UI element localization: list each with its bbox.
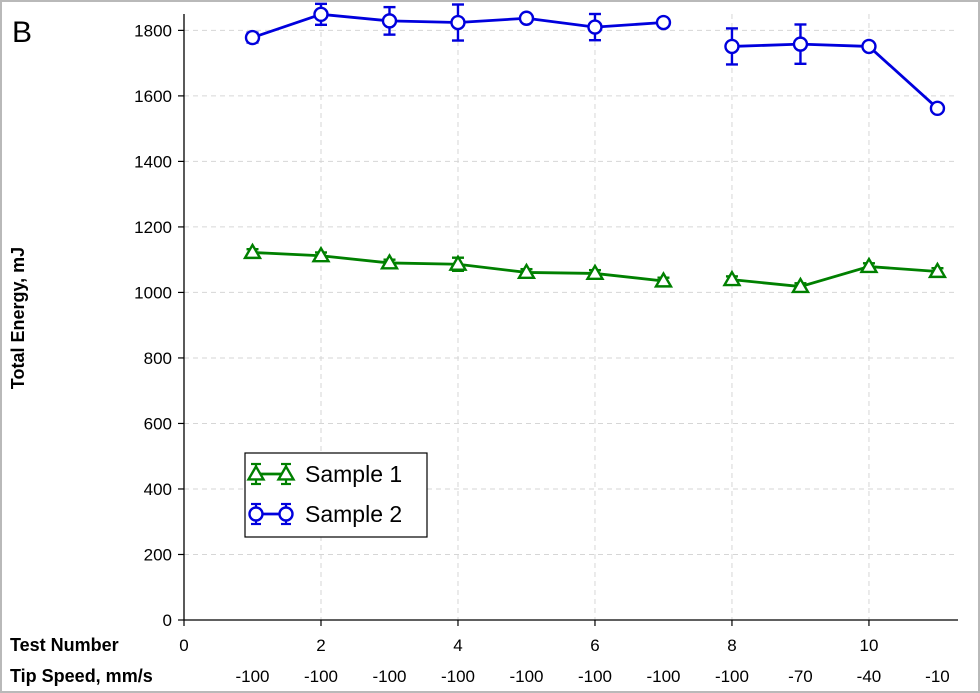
y-tick-label: 0 xyxy=(163,611,172,630)
data-point xyxy=(792,36,809,52)
y-tick-label: 1400 xyxy=(134,152,172,171)
legend-marker xyxy=(246,464,266,481)
panel-label: B xyxy=(12,16,32,49)
data-point xyxy=(313,6,329,23)
tip-speed-label: -100 xyxy=(304,667,338,686)
x-tick-label: 8 xyxy=(727,636,736,655)
data-point xyxy=(516,262,537,280)
x-axis-title-tip-speed: Tip Speed, mm/s xyxy=(10,666,153,686)
tick-labels: 0 200 400 600 800 1000 1200 1400 1600 1800 0 2 4 6 8 10… xyxy=(134,21,950,686)
series-2 xyxy=(244,2,946,117)
data-point xyxy=(722,269,742,287)
data-point xyxy=(450,14,466,31)
y-tick-label: 400 xyxy=(144,480,172,499)
series-line xyxy=(731,265,938,288)
tip-speed-label: -100 xyxy=(715,667,749,686)
data-point xyxy=(518,10,535,26)
data-point xyxy=(790,276,811,294)
legend-marker xyxy=(278,506,294,522)
series-1 xyxy=(242,242,948,294)
legend-item-2: Sample 2 xyxy=(248,501,402,527)
data-point xyxy=(859,256,879,274)
tip-speed-label: -10 xyxy=(925,667,950,686)
x-tick-label: 4 xyxy=(453,636,462,655)
data-point xyxy=(448,254,468,271)
data-point xyxy=(655,14,672,31)
data-point xyxy=(311,245,331,263)
y-tick-label: 1800 xyxy=(134,21,172,40)
data-point xyxy=(927,261,948,279)
y-tick-label: 1600 xyxy=(134,87,172,106)
legend-item-1: Sample 1 xyxy=(246,461,402,487)
legend: Sample 1 Sample 2 xyxy=(244,452,428,538)
data-point xyxy=(587,19,603,35)
tip-speed-label: -70 xyxy=(788,667,813,686)
y-tick-label: 600 xyxy=(144,414,172,433)
tip-speed-label: -100 xyxy=(509,667,543,686)
legend-marker xyxy=(276,464,296,481)
x-tick-label: 0 xyxy=(179,636,188,655)
data-point xyxy=(724,38,740,55)
tip-speed-label: -100 xyxy=(646,667,680,686)
axes xyxy=(178,14,958,626)
tip-speed-label: -40 xyxy=(857,667,882,686)
data-point xyxy=(242,242,263,260)
data-point xyxy=(929,100,946,117)
data-point xyxy=(379,253,400,270)
y-tick-label: 800 xyxy=(144,349,172,368)
data-point xyxy=(244,29,261,46)
legend-label: Sample 2 xyxy=(305,501,402,527)
y-tick-label: 1000 xyxy=(134,283,172,302)
tip-speed-label: -100 xyxy=(578,667,612,686)
legend-marker xyxy=(248,506,264,522)
legend-label: Sample 1 xyxy=(305,461,402,487)
y-axis-title: Total Energy, mJ xyxy=(8,247,28,389)
tip-speed-label: -100 xyxy=(372,667,406,686)
x-axis-title-test-number: Test Number xyxy=(10,635,119,655)
data-series xyxy=(242,2,948,294)
tip-speed-label: -100 xyxy=(235,667,269,686)
series-line xyxy=(731,42,939,110)
tip-speed-label: -100 xyxy=(441,667,475,686)
data-point xyxy=(861,38,877,55)
data-point xyxy=(381,13,398,29)
y-tick-label: 1200 xyxy=(134,218,172,237)
x-tick-label: 10 xyxy=(859,636,878,655)
y-tick-label: 200 xyxy=(144,545,172,564)
x-tick-label: 2 xyxy=(316,636,325,655)
data-point xyxy=(653,271,674,288)
x-tick-label: 6 xyxy=(590,636,599,655)
legend-box xyxy=(244,452,428,538)
data-point xyxy=(585,263,605,281)
